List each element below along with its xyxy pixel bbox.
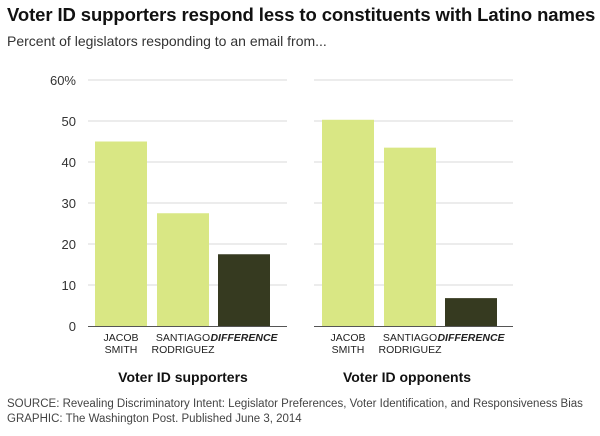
bar: [157, 213, 209, 326]
y-tick-label: 40: [62, 155, 76, 170]
category-label: SMITH: [332, 344, 365, 356]
bar: [384, 147, 436, 326]
y-tick-label: 0: [69, 319, 76, 334]
category-label: RODRIGUEZ: [152, 344, 216, 356]
group-label: Voter ID opponents: [343, 369, 471, 385]
chart-subtitle: Percent of legislators responding to an …: [7, 33, 327, 49]
y-tick-label: 50: [62, 114, 76, 129]
category-label: SMITH: [105, 344, 138, 356]
category-label: SANTIAGO: [156, 332, 210, 344]
source-note: SOURCE: Revealing Discriminatory Intent:…: [7, 398, 583, 410]
category-label: DIFFERENCE: [210, 332, 278, 344]
category-label: JACOB: [103, 332, 138, 344]
y-tick-label: 60%: [50, 73, 76, 88]
category-label: RODRIGUEZ: [379, 344, 443, 356]
category-label: DIFFERENCE: [437, 332, 505, 344]
y-tick-label: 30: [62, 196, 76, 211]
category-label: JACOB: [330, 332, 365, 344]
difference-bar: [218, 254, 270, 326]
difference-bar: [445, 298, 497, 326]
chart-title: Voter ID supporters respond less to cons…: [7, 4, 596, 25]
group-label: Voter ID supporters: [118, 369, 248, 385]
category-label: SANTIAGO: [383, 332, 437, 344]
y-tick-label: 10: [62, 278, 76, 293]
bar: [95, 141, 147, 326]
bar: [322, 119, 374, 327]
y-tick-label: 20: [62, 237, 76, 252]
graphic-credit: GRAPHIC: The Washington Post. Published …: [7, 413, 302, 425]
